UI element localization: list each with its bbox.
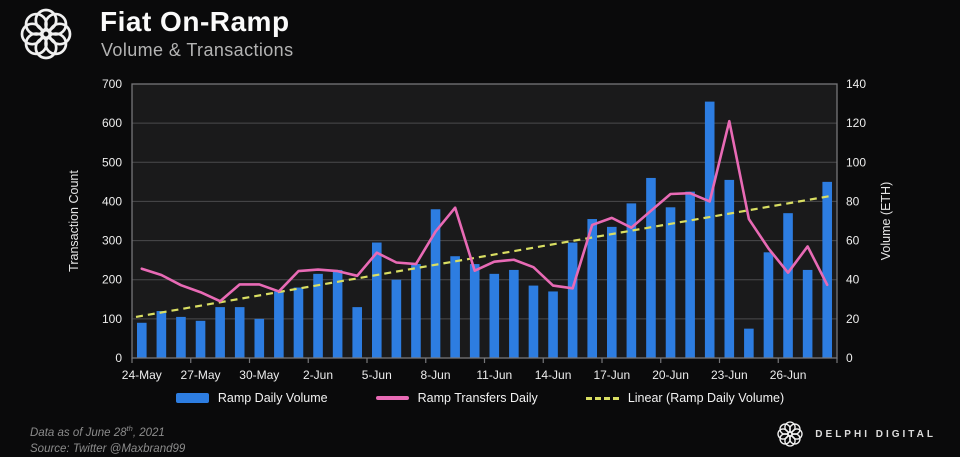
right-axis-tick-label: 20 xyxy=(846,312,860,326)
bar xyxy=(293,287,304,358)
bar xyxy=(606,226,617,358)
bar xyxy=(802,269,813,358)
bar xyxy=(136,322,147,358)
bar xyxy=(587,219,598,358)
bar-swatch-icon xyxy=(175,393,209,403)
line-swatch-icon xyxy=(375,396,409,400)
left-axis-title: Transaction Count xyxy=(67,170,81,272)
x-axis-tick-label: 8-Jun xyxy=(421,368,451,382)
x-axis-tick-label: 23-Jun xyxy=(711,368,748,382)
bar xyxy=(274,291,284,358)
left-axis-tick-label: 100 xyxy=(102,312,122,326)
right-axis-tick-label: 100 xyxy=(846,155,866,169)
bar xyxy=(744,328,754,358)
bar xyxy=(430,209,441,358)
left-axis-tick-label: 500 xyxy=(102,155,122,169)
bar xyxy=(646,177,656,358)
bar xyxy=(332,269,343,358)
x-axis-tick-label: 26-Jun xyxy=(770,368,807,382)
brand-mark: DELPHI DIGITAL xyxy=(775,419,936,449)
data-as-of-note: Data as of June 28th, 2021 xyxy=(30,424,165,439)
x-axis-tick-label: 27-May xyxy=(181,368,221,382)
x-axis-tick-label: 30-May xyxy=(239,368,279,382)
bar xyxy=(371,242,382,358)
bar xyxy=(254,318,265,358)
bar xyxy=(548,291,558,358)
bar xyxy=(528,285,539,358)
left-axis-tick-label: 200 xyxy=(102,273,122,287)
legend-label: Linear (Ramp Daily Volume) xyxy=(627,391,785,405)
x-axis-tick-label: 17-Jun xyxy=(593,368,630,382)
transfers-line xyxy=(140,119,829,303)
bar xyxy=(724,179,735,358)
bar xyxy=(822,181,833,358)
right-axis-tick-label: 140 xyxy=(846,77,866,91)
x-axis-tick-label: 24-May xyxy=(122,368,162,382)
x-axis-tick-label: 5-Jun xyxy=(362,368,392,382)
x-axis-tick-label: 14-Jun xyxy=(535,368,572,382)
bar xyxy=(411,264,421,358)
bar xyxy=(215,307,225,358)
header: Fiat On-Ramp Volume & Transactions xyxy=(0,0,960,70)
bar xyxy=(509,269,519,358)
bar xyxy=(763,252,774,358)
legend-item-linear-trend: Linear (Ramp Daily Volume) xyxy=(585,391,785,405)
legend-label: Ramp Daily Volume xyxy=(217,391,328,405)
legend-item-ramp-daily-volume: Ramp Daily Volume xyxy=(175,391,328,405)
right-axis-tick-label: 60 xyxy=(846,234,860,248)
bar xyxy=(352,307,363,358)
dashed-line-swatch-icon xyxy=(585,396,619,400)
plot-area xyxy=(132,84,837,358)
bar xyxy=(450,256,460,358)
right-axis-title: Volume (ETH) xyxy=(879,182,893,261)
page-subtitle: Volume & Transactions xyxy=(101,40,294,60)
right-axis-tick-label: 40 xyxy=(846,273,860,287)
bar xyxy=(234,307,245,358)
bar xyxy=(665,207,676,358)
bar xyxy=(626,203,637,358)
x-axis-tick-label: 20-Jun xyxy=(652,368,689,382)
left-axis-tick-label: 0 xyxy=(115,351,122,365)
bar xyxy=(567,242,578,358)
bar xyxy=(391,279,402,358)
left-axis-tick-label: 400 xyxy=(102,194,122,208)
source-note: Source: Twitter @Maxbrand99 xyxy=(30,442,186,455)
bar xyxy=(469,264,480,358)
bar xyxy=(783,213,793,358)
x-axis-tick-label: 2-Jun xyxy=(303,368,333,382)
page-title: Fiat On-Ramp xyxy=(100,6,290,37)
bar xyxy=(156,311,167,358)
right-axis-tick-label: 80 xyxy=(846,194,860,208)
left-axis-tick-label: 600 xyxy=(102,116,122,130)
footer-note: Data as of June 28th, 2021 Source: Twitt… xyxy=(30,421,185,457)
legend-label: Ramp Transfers Daily xyxy=(417,391,538,405)
brand-name: DELPHI DIGITAL xyxy=(815,428,936,440)
right-axis-tick-label: 120 xyxy=(846,116,866,130)
delphi-logo-icon xyxy=(777,421,803,447)
left-axis-tick-label: 300 xyxy=(102,234,122,248)
bar xyxy=(313,273,323,358)
chart-legend: Ramp Daily Volume Ramp Transfers Daily L… xyxy=(0,391,960,405)
trendline xyxy=(135,194,834,318)
x-axis-tick-label: 11-Jun xyxy=(476,368,512,382)
bar xyxy=(176,316,186,358)
bar xyxy=(195,320,206,358)
legend-item-ramp-transfers-daily: Ramp Transfers Daily xyxy=(375,391,538,405)
left-axis-tick-label: 700 xyxy=(102,77,122,91)
right-axis-tick-label: 0 xyxy=(846,351,853,365)
delphi-logo-icon xyxy=(20,8,72,60)
bar xyxy=(704,101,715,358)
bar xyxy=(489,273,500,358)
bar xyxy=(685,191,695,358)
